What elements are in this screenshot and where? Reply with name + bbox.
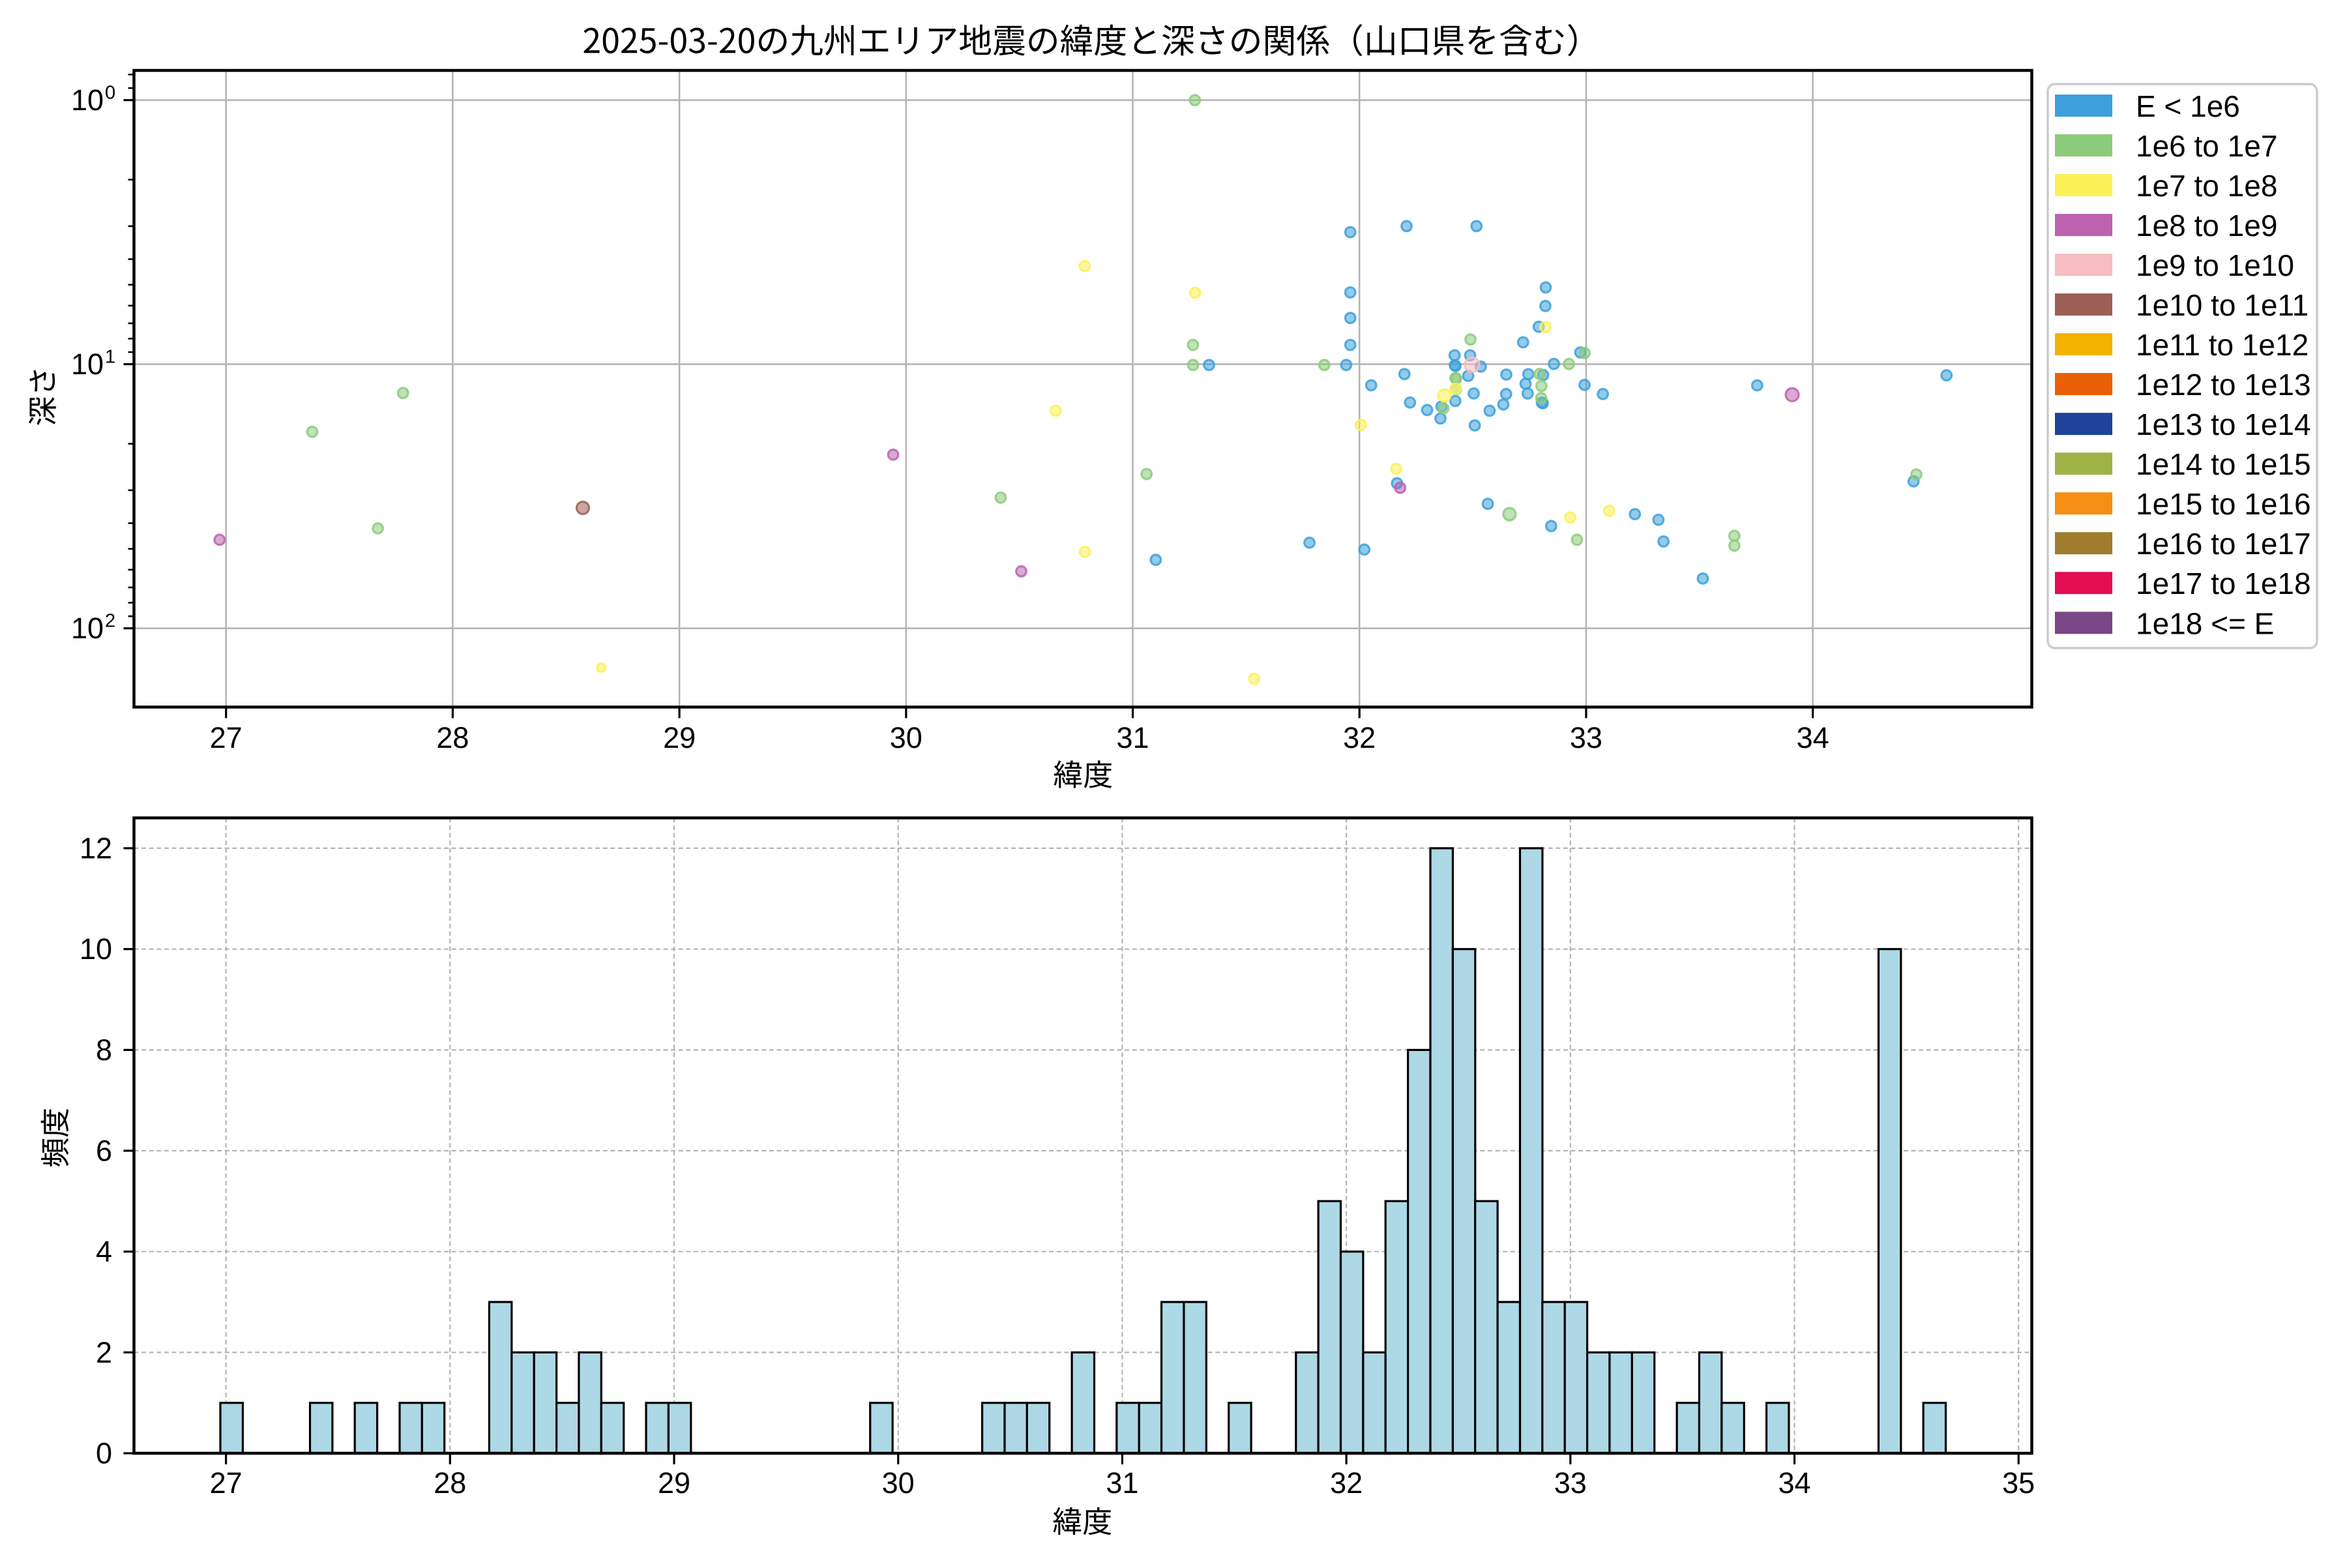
svg-text:10: 10 — [71, 612, 104, 645]
svg-text:1e9 to 1e10: 1e9 to 1e10 — [2136, 248, 2294, 282]
svg-text:34: 34 — [1778, 1466, 1810, 1500]
svg-text:32: 32 — [1330, 1466, 1363, 1500]
svg-text:2: 2 — [96, 1336, 112, 1369]
svg-text:28: 28 — [436, 721, 469, 754]
svg-text:1e11 to 1e12: 1e11 to 1e12 — [2136, 328, 2309, 362]
svg-text:1e18 <= E: 1e18 <= E — [2136, 606, 2274, 640]
svg-text:1e14 to 1e15: 1e14 to 1e15 — [2136, 447, 2311, 481]
svg-text:32: 32 — [1343, 721, 1376, 754]
svg-text:10: 10 — [71, 83, 104, 117]
svg-text:4: 4 — [96, 1235, 112, 1268]
svg-text:31: 31 — [1106, 1466, 1138, 1500]
svg-text:1e13 to 1e14: 1e13 to 1e14 — [2136, 407, 2311, 441]
svg-text:30: 30 — [890, 721, 923, 754]
svg-text:29: 29 — [663, 721, 696, 754]
svg-text:8: 8 — [96, 1033, 112, 1067]
svg-text:27: 27 — [210, 1466, 243, 1500]
svg-text:1e7 to 1e8: 1e7 to 1e8 — [2136, 169, 2277, 203]
svg-text:6: 6 — [96, 1134, 112, 1168]
svg-text:35: 35 — [2002, 1466, 2035, 1500]
svg-text:1e16 to 1e17: 1e16 to 1e17 — [2136, 527, 2311, 561]
svg-text:1e17 to 1e18: 1e17 to 1e18 — [2136, 567, 2311, 600]
svg-text:30: 30 — [882, 1466, 915, 1500]
svg-text:E < 1e6: E < 1e6 — [2136, 89, 2240, 123]
svg-text:0: 0 — [105, 83, 115, 104]
svg-text:28: 28 — [434, 1466, 466, 1500]
svg-text:12: 12 — [80, 832, 112, 865]
svg-text:2: 2 — [105, 611, 115, 632]
svg-text:31: 31 — [1116, 721, 1149, 754]
svg-text:1e8 to 1e9: 1e8 to 1e9 — [2136, 209, 2277, 243]
svg-text:0: 0 — [96, 1437, 112, 1470]
svg-text:34: 34 — [1797, 721, 1829, 754]
svg-text:27: 27 — [210, 721, 243, 754]
svg-text:1: 1 — [105, 347, 115, 368]
svg-text:1e10 to 1e11: 1e10 to 1e11 — [2136, 288, 2309, 322]
svg-text:29: 29 — [658, 1466, 690, 1500]
svg-text:10: 10 — [71, 348, 104, 381]
svg-text:1e15 to 1e16: 1e15 to 1e16 — [2136, 487, 2311, 521]
svg-text:1e6 to 1e7: 1e6 to 1e7 — [2136, 129, 2277, 163]
svg-text:33: 33 — [1554, 1466, 1587, 1500]
svg-text:33: 33 — [1570, 721, 1602, 754]
svg-text:10: 10 — [80, 932, 112, 966]
svg-text:1e12 to 1e13: 1e12 to 1e13 — [2136, 368, 2311, 402]
